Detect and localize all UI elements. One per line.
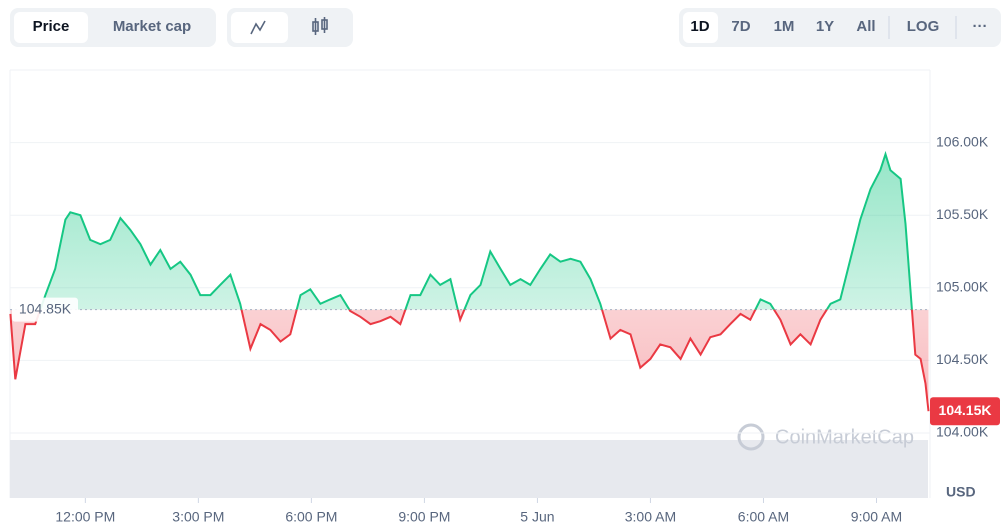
x-tick-label: 9:00 AM: [851, 509, 902, 525]
tab-selected[interactable]: [14, 12, 88, 43]
y-tick-label: 105.00K: [936, 279, 989, 295]
range[interactable]: 1D: [690, 18, 709, 35]
x-tick-label: 12:00 PM: [55, 509, 115, 525]
candle-icon[interactable]: [312, 17, 328, 35]
price-line-up: [39, 150, 913, 310]
tab[interactable]: Price: [33, 18, 70, 35]
range[interactable]: 7D: [731, 18, 750, 35]
range-group: [679, 8, 1001, 47]
watermark: CoinMarketCap: [775, 426, 914, 448]
x-tick-label: 9:00 PM: [398, 509, 450, 525]
y-tick-label: 104.00K: [936, 424, 989, 440]
price-line-down: [9, 309, 930, 412]
last-price-label: 104.15K: [939, 402, 992, 418]
more-button[interactable]: ···: [973, 18, 988, 35]
range[interactable]: 1Y: [816, 18, 834, 35]
y-tick-label: 105.50K: [936, 206, 989, 222]
line-button[interactable]: [231, 12, 288, 43]
area-down: [10, 309, 929, 412]
x-tick-label: 3:00 AM: [625, 509, 676, 525]
reference-label: 104.85K: [19, 300, 72, 316]
last-price-tag: [930, 397, 1000, 426]
x-tick-label: 3:00 PM: [172, 509, 224, 525]
range-selected[interactable]: [683, 12, 718, 43]
volume-area: [10, 440, 928, 498]
reference-tag: [12, 297, 78, 322]
log-button[interactable]: LOG: [907, 18, 940, 35]
tab[interactable]: Market cap: [113, 18, 191, 35]
line-icon: [250, 20, 266, 35]
x-tick-label: 6:00 PM: [285, 509, 337, 525]
y-tick-label: 106.00K: [936, 133, 989, 149]
range[interactable]: All: [856, 18, 875, 35]
x-tick-label: 5 Jun: [520, 509, 554, 525]
x-tick-label: 6:00 AM: [738, 509, 789, 525]
range[interactable]: 1M: [774, 18, 795, 35]
currency-label: USD: [946, 484, 976, 500]
watermark-logo: [737, 423, 765, 451]
y-tick-label: 104.50K: [936, 351, 989, 367]
area-up: [10, 154, 929, 310]
